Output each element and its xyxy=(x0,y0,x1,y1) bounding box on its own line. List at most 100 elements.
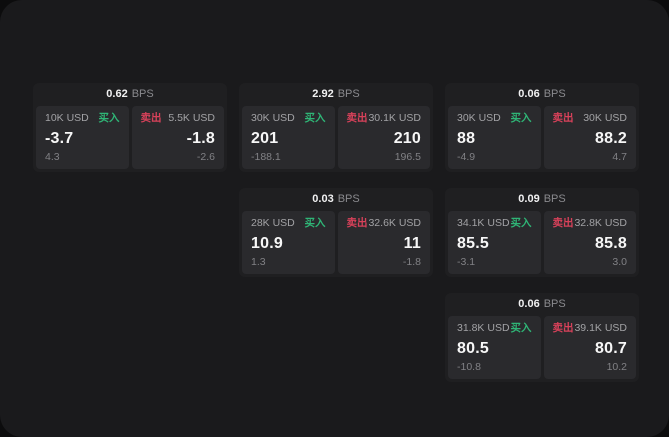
buy-pane[interactable]: 30K USD 买入 88 -4.9 xyxy=(448,106,541,169)
bps-value: 0.06 xyxy=(518,298,540,310)
sell-pane-top: 卖出 5.5K USD xyxy=(141,112,216,125)
bps-value: 0.62 xyxy=(106,88,128,100)
buy-pane-top: 30K USD 买入 xyxy=(251,112,326,125)
sell-size-label: 5.5K USD xyxy=(168,112,215,124)
buy-pane[interactable]: 34.1K USD 买入 85.5 -3.1 xyxy=(448,211,541,274)
quote-card-3: 0.06 BPS 30K USD 买入 88 -4.9 卖出 30K USD xyxy=(445,83,639,172)
buy-pane[interactable]: 31.8K USD 买入 80.5 -10.8 xyxy=(448,316,541,379)
sell-pane[interactable]: 卖出 30K USD 88.2 4.7 xyxy=(543,106,636,169)
card-header: 0.62 BPS xyxy=(33,83,227,106)
sell-price: 85.8 xyxy=(595,234,627,252)
sell-side-tag: 卖出 xyxy=(552,322,574,334)
card-body: 31.8K USD 买入 80.5 -10.8 卖出 39.1K USD 80.… xyxy=(445,316,639,382)
sell-side-tag: 卖出 xyxy=(552,112,574,124)
sell-side-tag: 卖出 xyxy=(346,217,368,229)
sell-price: 11 xyxy=(403,234,421,252)
sell-pane[interactable]: 卖出 30.1K USD 210 196.5 xyxy=(337,106,430,169)
buy-pane-top: 28K USD 买入 xyxy=(251,217,326,230)
sell-delta: 3.0 xyxy=(612,256,627,268)
sell-delta: 10.2 xyxy=(606,361,627,373)
sell-size-label: 30K USD xyxy=(583,112,627,124)
quote-card-6: 0.06 BPS 31.8K USD 买入 80.5 -10.8 卖出 39.1… xyxy=(445,293,639,382)
quote-card-1: 0.62 BPS 10K USD 买入 -3.7 4.3 卖出 5.5K USD xyxy=(33,83,227,172)
buy-size-label: 30K USD xyxy=(251,112,295,124)
sell-price: 210 xyxy=(393,129,421,147)
buy-pane[interactable]: 28K USD 买入 10.9 1.3 xyxy=(242,211,335,274)
bps-unit-label: BPS xyxy=(543,193,566,205)
buy-price: 80.5 xyxy=(457,339,489,357)
buy-pane-top: 31.8K USD 买入 xyxy=(457,322,532,335)
buy-side-tag: 买入 xyxy=(510,112,532,124)
card-body: 10K USD 买入 -3.7 4.3 卖出 5.5K USD -1.8 -2.… xyxy=(33,106,227,172)
buy-size-label: 30K USD xyxy=(457,112,501,124)
quote-card-4: 0.03 BPS 28K USD 买入 10.9 1.3 卖出 32.6K US… xyxy=(239,188,433,277)
sell-pane[interactable]: 卖出 32.6K USD 11 -1.8 xyxy=(337,211,430,274)
buy-delta: 1.3 xyxy=(251,256,266,268)
buy-price: 88 xyxy=(457,129,476,147)
card-header: 0.03 BPS xyxy=(239,188,433,211)
sell-delta: -1.8 xyxy=(402,256,421,268)
buy-side-tag: 买入 xyxy=(304,112,326,124)
buy-side-tag: 买入 xyxy=(510,217,532,229)
buy-pane-top: 34.1K USD 买入 xyxy=(457,217,532,230)
sell-pane-top: 卖出 32.6K USD xyxy=(347,217,422,230)
sell-pane[interactable]: 卖出 5.5K USD -1.8 -2.6 xyxy=(131,106,224,169)
sell-size-label: 39.1K USD xyxy=(574,322,627,334)
buy-pane-top: 10K USD 买入 xyxy=(45,112,120,125)
sell-pane-top: 卖出 30K USD xyxy=(553,112,628,125)
quote-card-grid: 0.62 BPS 10K USD 买入 -3.7 4.3 卖出 5.5K USD xyxy=(33,83,639,382)
card-header: 0.09 BPS xyxy=(445,188,639,211)
buy-delta: -188.1 xyxy=(251,151,281,163)
bps-value: 0.09 xyxy=(518,193,540,205)
sell-delta: 4.7 xyxy=(612,151,627,163)
buy-pane[interactable]: 30K USD 买入 201 -188.1 xyxy=(242,106,335,169)
buy-side-tag: 买入 xyxy=(510,322,532,334)
bps-value: 2.92 xyxy=(312,88,334,100)
sell-price: 80.7 xyxy=(595,339,627,357)
sell-pane[interactable]: 卖出 32.8K USD 85.8 3.0 xyxy=(543,211,636,274)
buy-size-label: 10K USD xyxy=(45,112,89,124)
buy-size-label: 34.1K USD xyxy=(457,217,510,229)
sell-pane-top: 卖出 32.8K USD xyxy=(553,217,628,230)
sell-delta: 196.5 xyxy=(394,151,421,163)
buy-price: 85.5 xyxy=(457,234,489,252)
buy-delta: -4.9 xyxy=(457,151,476,163)
buy-side-tag: 买入 xyxy=(98,112,120,124)
sell-side-tag: 卖出 xyxy=(140,112,162,124)
card-body: 34.1K USD 买入 85.5 -3.1 卖出 32.8K USD 85.8… xyxy=(445,211,639,277)
quote-card-5: 0.09 BPS 34.1K USD 买入 85.5 -3.1 卖出 32.8K… xyxy=(445,188,639,277)
sell-delta: -2.6 xyxy=(196,151,215,163)
card-header: 2.92 BPS xyxy=(239,83,433,106)
buy-pane-top: 30K USD 买入 xyxy=(457,112,532,125)
sell-pane[interactable]: 卖出 39.1K USD 80.7 10.2 xyxy=(543,316,636,379)
sell-pane-top: 卖出 30.1K USD xyxy=(347,112,422,125)
buy-pane[interactable]: 10K USD 买入 -3.7 4.3 xyxy=(36,106,129,169)
card-header: 0.06 BPS xyxy=(445,293,639,316)
sell-price: -1.8 xyxy=(186,129,215,147)
card-body: 30K USD 买入 201 -188.1 卖出 30.1K USD 210 1… xyxy=(239,106,433,172)
card-body: 30K USD 买入 88 -4.9 卖出 30K USD 88.2 4.7 xyxy=(445,106,639,172)
bps-unit-label: BPS xyxy=(543,298,566,310)
buy-price: 201 xyxy=(251,129,279,147)
buy-size-label: 28K USD xyxy=(251,217,295,229)
bps-value: 0.06 xyxy=(518,88,540,100)
sell-pane-top: 卖出 39.1K USD xyxy=(553,322,628,335)
buy-delta: 4.3 xyxy=(45,151,60,163)
buy-side-tag: 买入 xyxy=(304,217,326,229)
card-header: 0.06 BPS xyxy=(445,83,639,106)
bps-unit-label: BPS xyxy=(543,88,566,100)
sell-size-label: 30.1K USD xyxy=(368,112,421,124)
buy-delta: -10.8 xyxy=(457,361,481,373)
buy-delta: -3.1 xyxy=(457,256,476,268)
buy-price: 10.9 xyxy=(251,234,283,252)
card-body: 28K USD 买入 10.9 1.3 卖出 32.6K USD 11 -1.8 xyxy=(239,211,433,277)
sell-size-label: 32.6K USD xyxy=(368,217,421,229)
sell-price: 88.2 xyxy=(595,129,627,147)
sell-side-tag: 卖出 xyxy=(552,217,574,229)
buy-price: -3.7 xyxy=(45,129,74,147)
bps-value: 0.03 xyxy=(312,193,334,205)
quote-card-2: 2.92 BPS 30K USD 买入 201 -188.1 卖出 30.1K … xyxy=(239,83,433,172)
bps-unit-label: BPS xyxy=(337,88,360,100)
sell-side-tag: 卖出 xyxy=(346,112,368,124)
